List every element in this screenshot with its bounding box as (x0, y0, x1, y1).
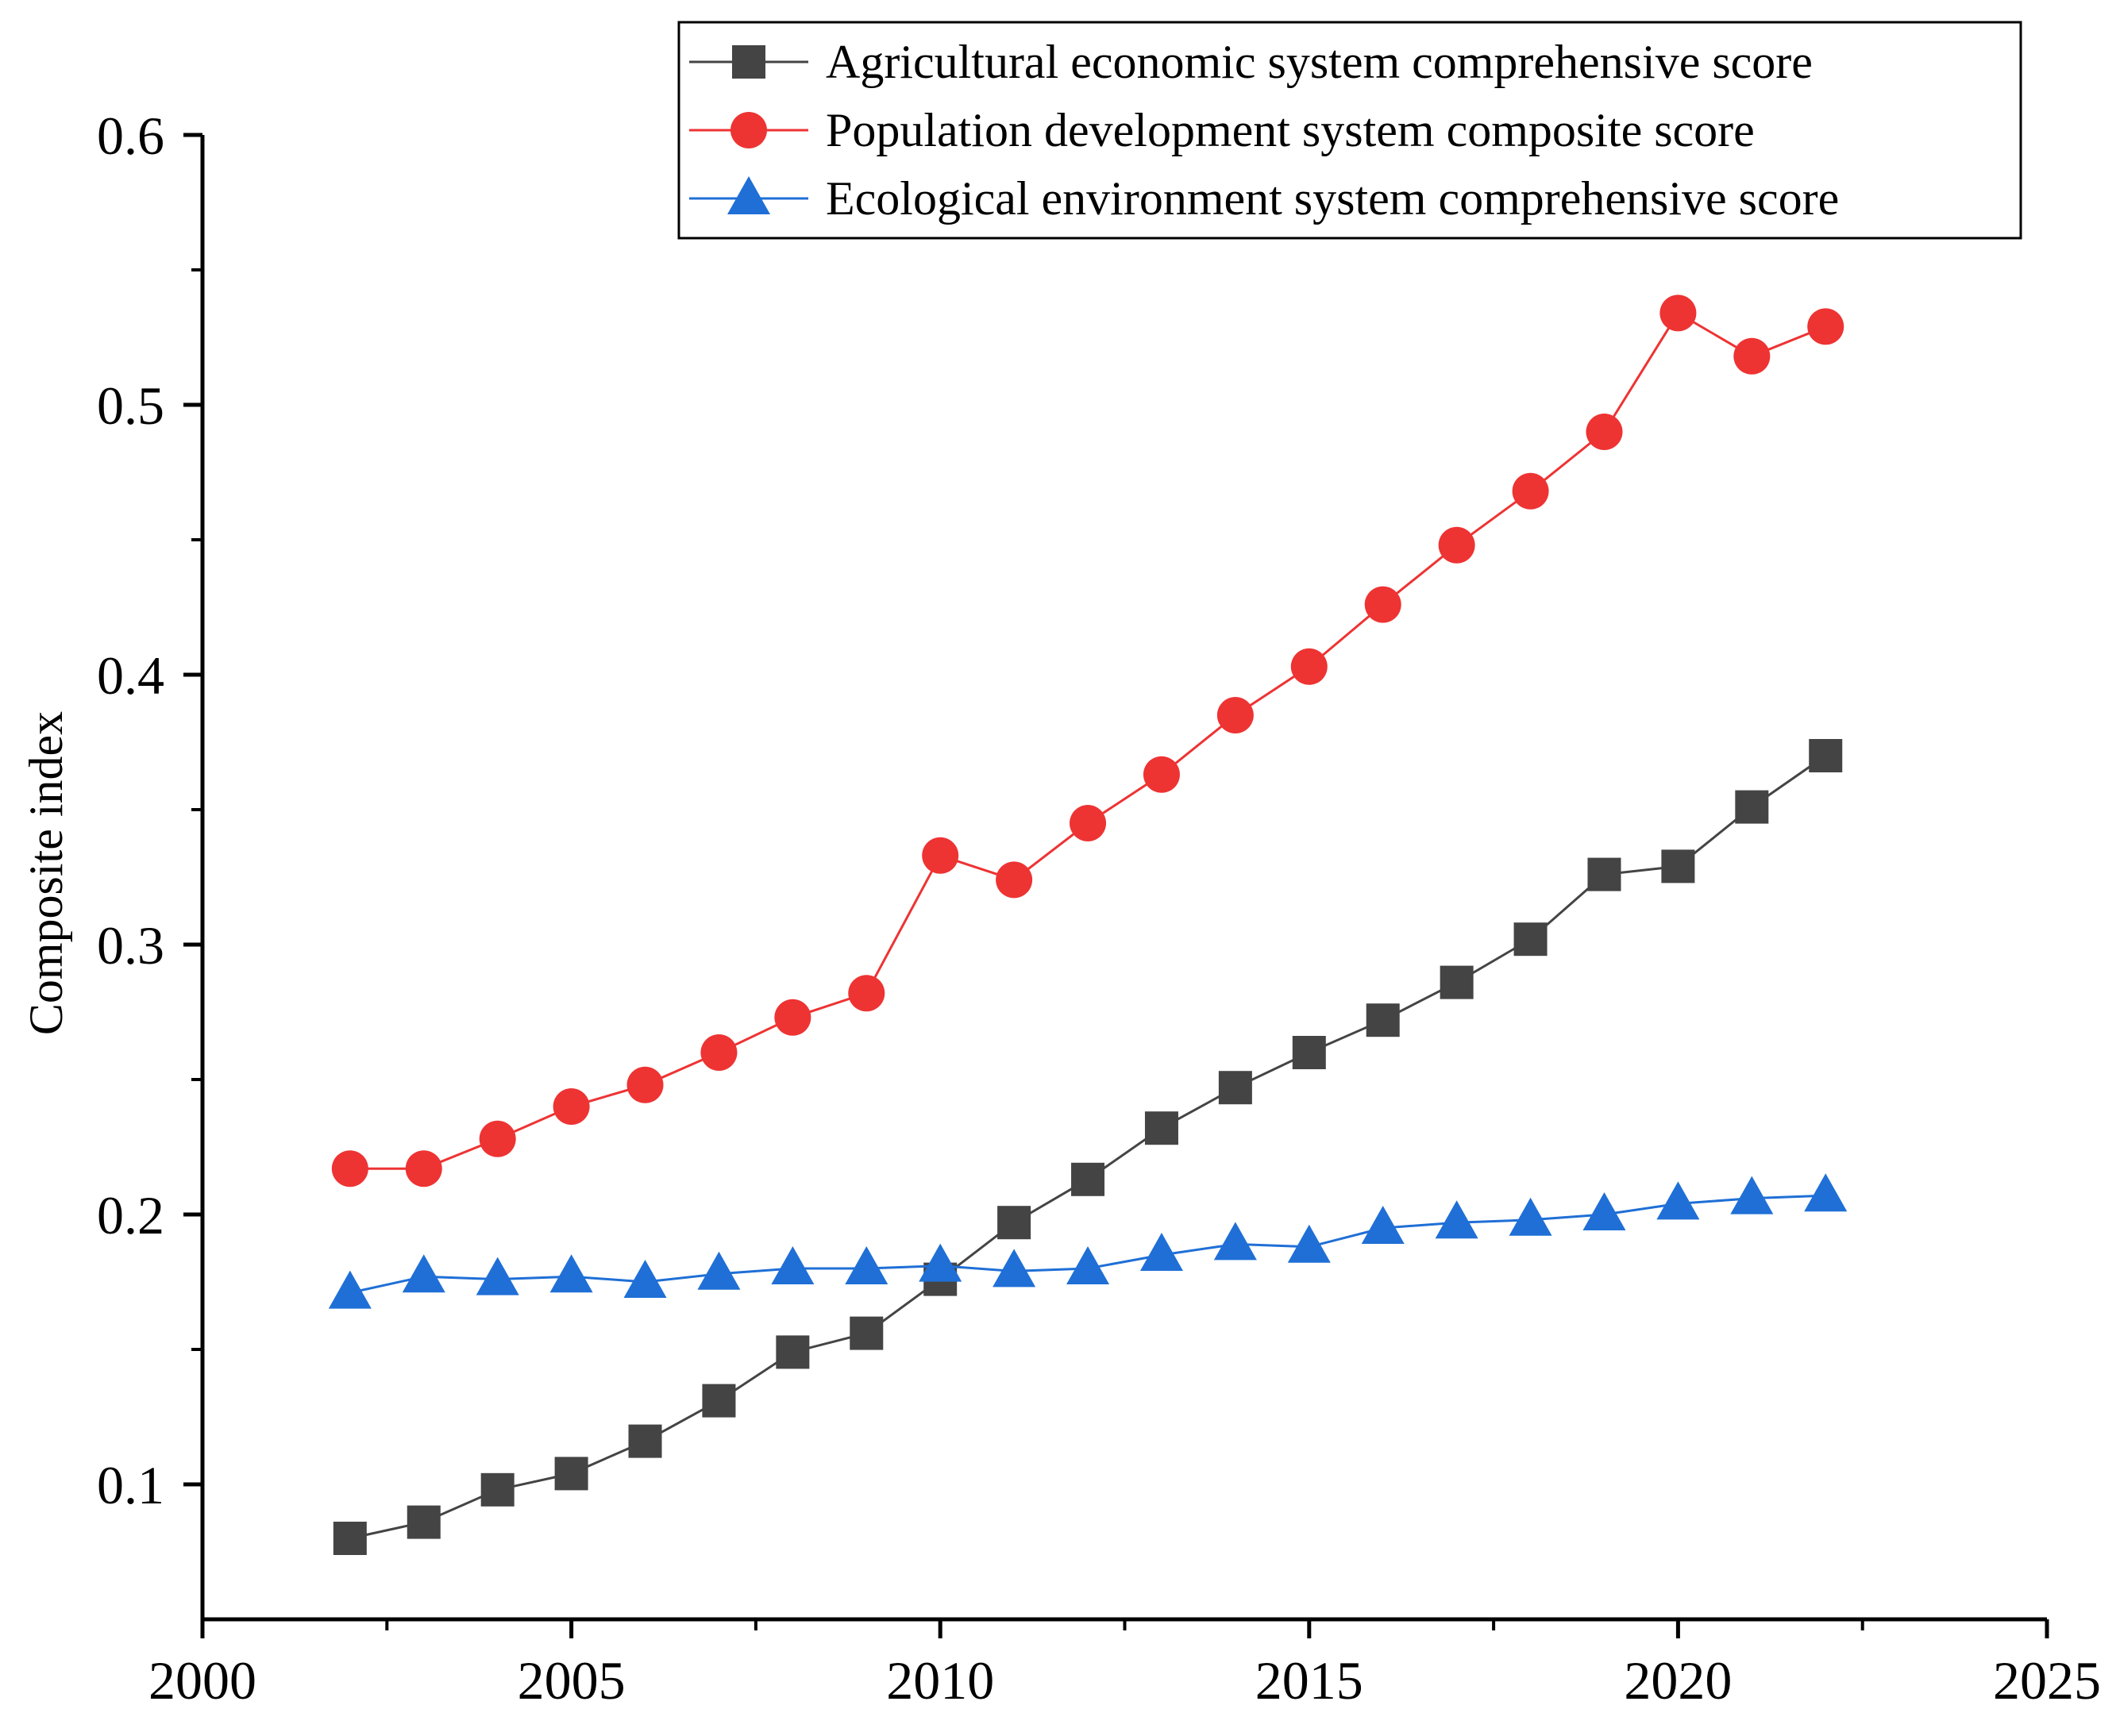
series-1-point (1809, 739, 1843, 772)
x-tick-label: 2015 (1255, 1650, 1363, 1711)
series-3-point (697, 1251, 741, 1290)
series-2-point (1143, 756, 1180, 793)
series-2-point (774, 999, 811, 1036)
series-2-point (1290, 648, 1328, 685)
series-1-point (1587, 857, 1621, 891)
series-3-point (1139, 1233, 1183, 1271)
legend-label-2: Population development system composite … (826, 104, 1755, 156)
series-2-point (1807, 308, 1844, 345)
legend-marker-2 (730, 112, 767, 148)
series-layer (328, 294, 1848, 1555)
series-1-point (1218, 1071, 1252, 1105)
x-tick-label: 2000 (148, 1650, 256, 1711)
legend-marker-3 (727, 176, 770, 214)
series-1-point (407, 1505, 441, 1539)
series-3-point (771, 1246, 815, 1284)
series-2-point (626, 1066, 664, 1103)
series-1-point (1440, 965, 1474, 999)
series-2-point (405, 1150, 442, 1187)
series-2-point (700, 1034, 738, 1071)
y-tick-label: 0.3 (97, 915, 164, 976)
legend-box (677, 21, 2022, 240)
series-2-point (922, 837, 959, 874)
series-2-point (1733, 337, 1771, 375)
series-3-point (845, 1246, 888, 1284)
series-3-point (1804, 1173, 1848, 1212)
series-1-point (1144, 1111, 1178, 1145)
series-2-point (1438, 526, 1475, 564)
y-tick-label: 0.4 (97, 645, 164, 706)
x-tick-label: 2025 (1993, 1650, 2101, 1711)
series-1-point (1292, 1036, 1326, 1069)
legend-label-1: Agricultural economic system comprehensi… (826, 36, 1813, 88)
series-2-point (331, 1150, 368, 1187)
series-1-point (333, 1522, 367, 1555)
x-tick-label: 2010 (886, 1650, 994, 1711)
series-2-point (1070, 805, 1107, 841)
series-3-point (328, 1270, 372, 1309)
series-3-point (919, 1243, 962, 1282)
series-1-point (1661, 849, 1695, 883)
series-1-point (702, 1384, 736, 1418)
legend-marker-1 (732, 45, 765, 79)
series-3-point (1287, 1224, 1331, 1263)
series-1-point (776, 1335, 810, 1369)
series-2-point (1216, 697, 1254, 733)
series-1-point (1366, 1003, 1400, 1037)
series-2-point (1659, 294, 1697, 332)
series-2-point (479, 1120, 516, 1157)
series-2-point (1364, 586, 1401, 623)
series-3-point (1656, 1181, 1700, 1220)
series-1-point (480, 1472, 515, 1507)
series-3-point (1066, 1246, 1110, 1284)
y-tick-label: 0.1 (97, 1455, 164, 1515)
series-3-point (1361, 1206, 1405, 1244)
series-1-point (1735, 790, 1769, 824)
series-3-point (623, 1260, 667, 1298)
series-1-point (628, 1424, 662, 1458)
series-2-point (848, 975, 885, 1012)
series-2-point (553, 1088, 590, 1125)
x-tick-label: 2020 (1624, 1650, 1732, 1711)
series-2-point (1586, 414, 1623, 450)
series-3-point (993, 1249, 1036, 1288)
series-3-point (1509, 1197, 1552, 1236)
axes-layer: 2000 2005 2010 2015 2020 2025 0.1 0.2 0.3 0.4 0.5 0… (97, 106, 2101, 1711)
series-1-point (554, 1457, 588, 1491)
series-3-point (1582, 1192, 1626, 1230)
series-3-point (1213, 1222, 1257, 1261)
x-tick-label: 2005 (518, 1650, 626, 1711)
y-axis-title: Composite index (20, 711, 72, 1035)
y-tick-label: 0.6 (97, 106, 164, 166)
series-1-point (1071, 1162, 1105, 1196)
series-3-point (1435, 1200, 1478, 1239)
legend: Agricultural economic system comprehensi… (677, 21, 2022, 240)
y-tick-label: 0.2 (97, 1185, 164, 1245)
series-2-point (996, 861, 1033, 899)
series-3-point (1730, 1176, 1774, 1214)
y-tick-label: 0.5 (97, 375, 164, 436)
series-3-point (402, 1254, 445, 1293)
series-1-point (997, 1206, 1031, 1240)
series-3-point (549, 1254, 593, 1293)
series-2-point (1512, 472, 1549, 510)
series-1-point (850, 1316, 884, 1350)
series-3-point (476, 1257, 519, 1295)
series-1-point (1513, 922, 1548, 957)
legend-label-3: Ecological environment system comprehens… (826, 172, 1839, 225)
